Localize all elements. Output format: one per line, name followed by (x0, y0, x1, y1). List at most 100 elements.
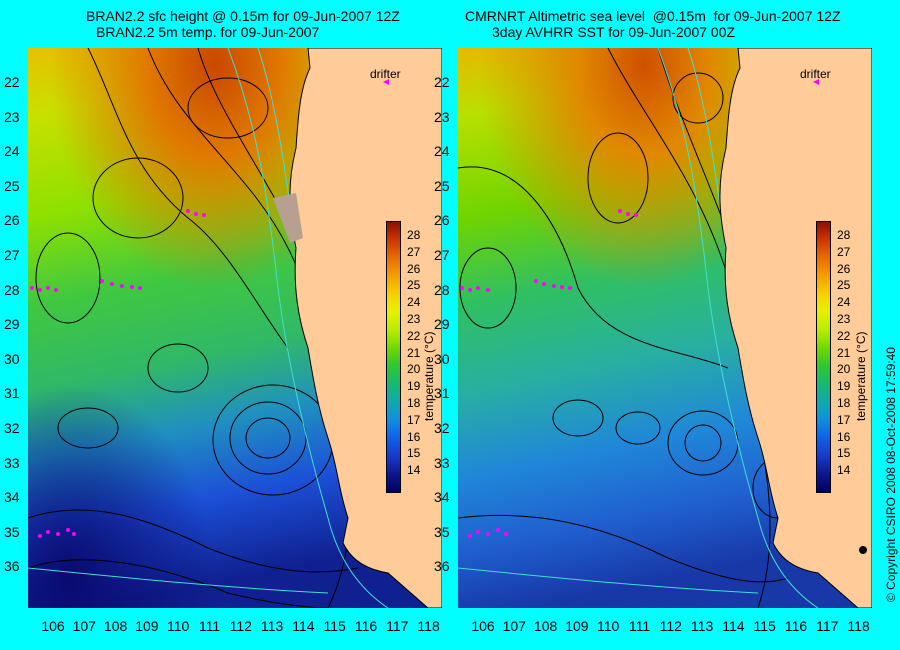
latitude-label: 26 (434, 212, 450, 229)
longitude-label: 116 (784, 618, 808, 634)
drifter-tracks (30, 79, 389, 538)
latitude-label: 35 (4, 523, 20, 540)
colorbar-tick: 25 (407, 278, 421, 293)
latitude-label: 33 (4, 454, 20, 471)
left-map-svg (28, 48, 442, 608)
colorbar-tick: 16 (837, 429, 851, 444)
colorbar-label: temperature (°C) (854, 331, 868, 422)
right-title-line2: 3day AVHRR SST for 09-Jun-2007 00Z (492, 24, 736, 40)
drifter-tracks (460, 79, 819, 538)
longitude-label: 108 (103, 618, 128, 634)
colorbar-tick: 15 (837, 446, 851, 461)
longitude-label: 114 (292, 618, 315, 634)
colorbar-gradient (816, 221, 831, 493)
latitude-label: 27 (434, 247, 450, 263)
latitude-label: 30 (434, 350, 450, 367)
longitude-label: 112 (659, 618, 682, 634)
colorbar-label: temperature (°C) (422, 331, 436, 422)
land-mass (289, 48, 442, 608)
longitude-label: 111 (198, 618, 221, 634)
longitude-label: 118 (417, 618, 440, 634)
colorbar-tick: 18 (837, 396, 851, 410)
latitude-label: 28 (434, 281, 450, 298)
latitude-label: 23 (4, 108, 20, 125)
latitude-label: 31 (4, 385, 20, 402)
right-colorbar: 28 27 26 25 24 23 22 21 20 19 18 17 16 15 14 temperatu… (816, 221, 876, 493)
longitude-label: 110 (597, 618, 620, 634)
colorbar-tick: 16 (407, 429, 421, 444)
longitude-label: 112 (229, 618, 252, 634)
colorbar-tick: 27 (837, 244, 851, 259)
colorbar-tick: 19 (837, 379, 851, 394)
latitude-label: 34 (4, 489, 20, 506)
latitude-label: 25 (434, 177, 450, 194)
latitude-label: 22 (4, 74, 20, 90)
latitude-label: 27 (4, 247, 20, 263)
colorbar-tick: 24 (837, 295, 851, 310)
latitude-label: 35 (434, 523, 450, 540)
right-title-line1: CMRNRT Altimetric sea level @0.15m for 0… (465, 8, 841, 24)
colorbar-tick: 14 (837, 463, 851, 478)
colorbar-tick: 20 (837, 362, 851, 377)
colorbar-tick: 21 (837, 345, 851, 360)
colorbar-tick: 26 (837, 261, 851, 276)
left-map-panel (28, 48, 442, 608)
longitude-label: 107 (72, 618, 96, 634)
colorbar-gradient (386, 221, 401, 493)
colorbar-tick: 18 (407, 396, 421, 410)
colorbar-tick: 26 (407, 261, 421, 276)
longitude-label: 113 (260, 618, 284, 634)
longitude-label: 113 (690, 618, 714, 634)
latitude-label: 36 (4, 558, 20, 575)
latitude-label: 25 (4, 177, 20, 194)
colorbar-tick: 17 (407, 412, 421, 427)
latitude-label: 22 (434, 74, 450, 90)
longitude-label: 107 (502, 618, 526, 634)
latitude-label: 28 (4, 281, 20, 298)
latitude-label: 24 (434, 143, 450, 160)
colorbar-tick: 21 (407, 345, 421, 360)
latitude-label: 32 (4, 420, 20, 436)
left-title-line1: BRAN2.2 sfc height @ 0.15m for 09-Jun-20… (86, 8, 400, 24)
longitude-label: 108 (533, 618, 558, 634)
latitude-label: 26 (4, 212, 20, 229)
colorbar-tick: 19 (407, 379, 421, 394)
latitude-label: 30 (4, 350, 20, 367)
colorbar-tick: 24 (407, 295, 421, 310)
longitude-label: 115 (323, 618, 346, 634)
colorbar-tick: 14 (407, 463, 421, 478)
left-colorbar: 28 27 26 25 24 23 22 21 20 19 18 17 16 15 14 temperatu… (386, 221, 446, 493)
land-mass (719, 48, 872, 608)
shark-bay-land (273, 193, 303, 243)
longitude-label: 106 (471, 618, 495, 634)
longitude-label: 109 (135, 618, 159, 634)
latitude-label: 29 (434, 316, 450, 333)
latitude-label: 31 (434, 385, 450, 402)
longitude-label: 110 (167, 618, 190, 634)
longitude-label: 111 (628, 618, 651, 634)
right-map-panel (458, 48, 872, 608)
colorbar-tick: 23 (837, 312, 851, 326)
colorbar-tick: 28 (407, 228, 421, 242)
latitude-label: 23 (434, 108, 450, 125)
latitude-label: 32 (434, 420, 450, 436)
longitude-label: 118 (847, 618, 870, 634)
latitude-label: 36 (434, 558, 450, 575)
colorbar-tick: 23 (407, 312, 421, 326)
colorbar-tick: 15 (407, 446, 421, 461)
latitude-label: 34 (434, 489, 450, 506)
longitude-label: 117 (816, 618, 839, 634)
longitude-label: 116 (354, 618, 378, 634)
longitude-label: 117 (386, 618, 409, 634)
longitude-label: 114 (722, 618, 745, 634)
colorbar-tick: 22 (837, 328, 851, 343)
drifter-label: drifter (800, 67, 831, 81)
colorbar-tick: 28 (837, 228, 851, 242)
copyright-text: © Copyright CSIRO 2008 08-Oct-2008 17:59… (884, 347, 898, 602)
colorbar-tick: 20 (407, 362, 421, 377)
colorbar-tick: 27 (407, 244, 421, 259)
drifter-label: drifter (370, 67, 401, 81)
colorbar-tick: 25 (837, 278, 851, 293)
longitude-label: 109 (565, 618, 589, 634)
latitude-label: 24 (4, 143, 20, 160)
